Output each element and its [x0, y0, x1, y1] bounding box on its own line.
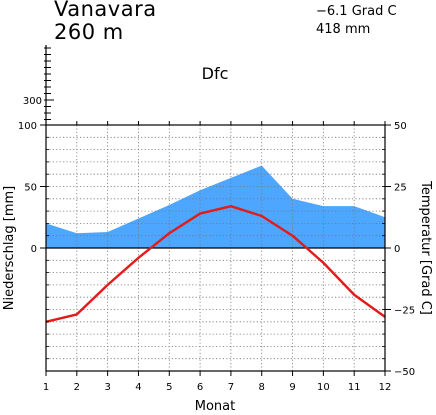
annual-precipitation: 418 mm [316, 22, 371, 37]
precipitation-area-layer [46, 165, 385, 248]
x-tick-label: 7 [228, 382, 234, 393]
right-tick-label: 25 [394, 183, 407, 194]
x-tick-label: 2 [74, 382, 80, 393]
left-tick-label: 50 [24, 183, 37, 194]
climate-class-label: Dfc [202, 64, 229, 83]
left-tick-label: 100 [18, 121, 37, 132]
y-axis-right-label: Temperatur [Grad C] [418, 180, 433, 315]
x-tick-label: 10 [317, 382, 330, 393]
x-tick-label: 6 [197, 382, 203, 393]
precipitation-area [46, 165, 385, 248]
mean-temperature: −6.1 Grad C [316, 4, 397, 19]
x-axis-label: Monat [195, 399, 235, 414]
temperature-line [45, 204, 386, 323]
x-tick-label: 12 [379, 382, 392, 393]
grid-layer [46, 125, 385, 371]
x-tick-label: 5 [166, 382, 172, 393]
x-tick-label: 11 [348, 382, 361, 393]
right-tick-label: −50 [394, 367, 415, 378]
x-tick-label: 3 [104, 382, 110, 393]
right-tick-label: 50 [394, 121, 407, 132]
x-tick-label: 8 [259, 382, 265, 393]
station-elevation: 260 m [54, 20, 124, 44]
upper-tick-label: 300 [23, 96, 42, 107]
right-tick-label: −25 [394, 306, 415, 317]
station-name: Vanavara [54, 0, 157, 21]
temperature-line-layer [45, 204, 386, 323]
x-tick-label: 9 [289, 382, 295, 393]
upper-precipitation-axis: 300 [23, 45, 54, 125]
x-tick-label: 4 [135, 382, 141, 393]
right-tick-label: 0 [394, 244, 400, 255]
x-tick-label: 1 [43, 382, 49, 393]
y-axis-left-label: Niederschlag [mm] [2, 186, 17, 311]
left-tick-label: 0 [31, 244, 37, 255]
